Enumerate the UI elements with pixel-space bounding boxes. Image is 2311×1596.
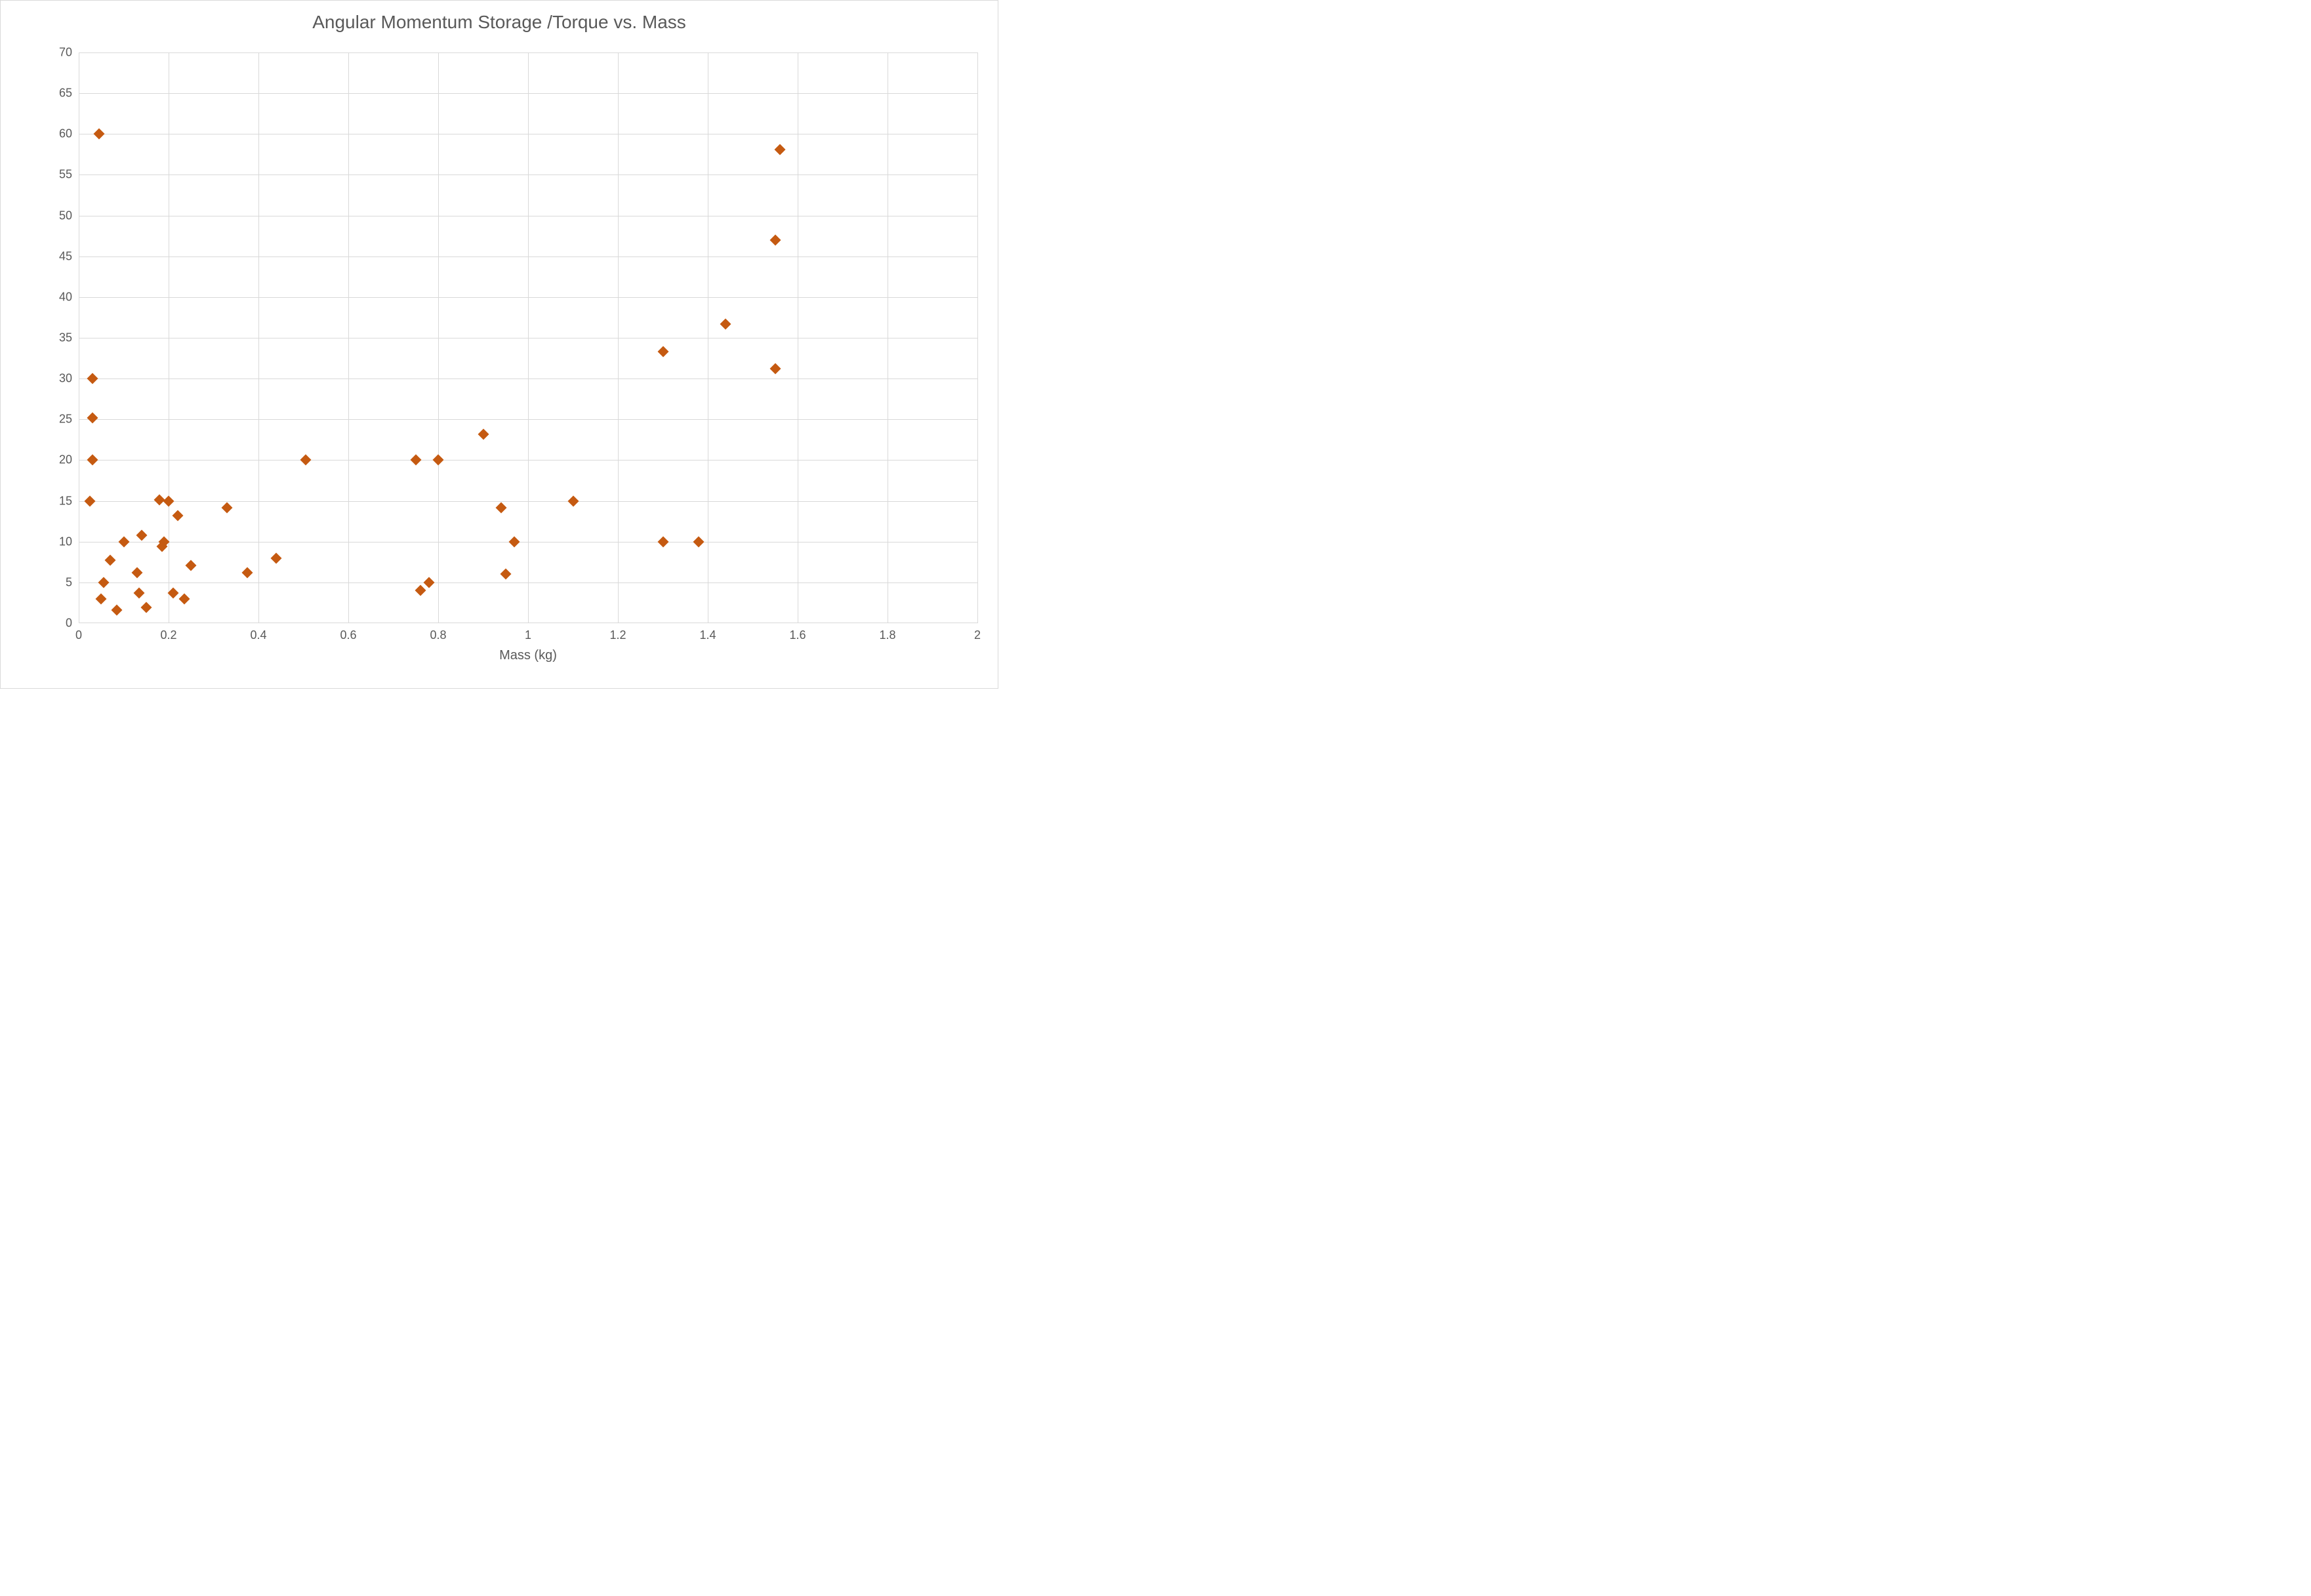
gridline-horizontal <box>79 501 977 502</box>
x-tick-label: 0.2 <box>160 628 176 642</box>
data-point <box>98 577 109 588</box>
data-point <box>87 412 98 423</box>
x-tick-label: 1.2 <box>609 628 626 642</box>
data-point <box>87 373 98 384</box>
data-point <box>241 567 253 578</box>
x-tick-label: 0.6 <box>340 628 356 642</box>
y-tick-label: 20 <box>59 453 72 467</box>
data-point <box>172 510 183 521</box>
x-tick-label: 2 <box>974 628 981 642</box>
data-point <box>118 536 129 547</box>
plot-area <box>79 52 977 623</box>
data-point <box>410 455 421 466</box>
x-tick-label: 1.6 <box>789 628 806 642</box>
data-point <box>186 560 197 571</box>
y-tick-label: 60 <box>59 127 72 141</box>
data-point <box>424 577 435 588</box>
data-point <box>222 502 233 513</box>
y-tick-label: 5 <box>66 575 72 589</box>
data-point <box>104 555 115 566</box>
data-point <box>96 593 107 604</box>
y-tick-label: 55 <box>59 168 72 182</box>
y-tick-label: 10 <box>59 535 72 548</box>
data-point <box>271 552 282 563</box>
data-point <box>774 144 785 155</box>
y-tick-label: 15 <box>59 494 72 508</box>
data-point <box>495 502 506 513</box>
data-point <box>178 593 190 604</box>
y-tick-label: 40 <box>59 290 72 304</box>
scatter-chart: Angular Momentum Storage /Torque vs. Mas… <box>0 0 998 689</box>
data-point <box>657 536 668 547</box>
x-tick-label: 1.4 <box>699 628 716 642</box>
y-tick-label: 0 <box>66 617 72 630</box>
data-point <box>693 536 705 547</box>
x-tick-label: 1.8 <box>879 628 895 642</box>
data-point <box>112 605 123 616</box>
data-point <box>134 588 145 599</box>
y-tick-label: 30 <box>59 372 72 386</box>
x-tick-label: 1 <box>525 628 531 642</box>
x-tick-label: 0.8 <box>430 628 446 642</box>
gridline-horizontal <box>79 256 977 257</box>
y-tick-label: 35 <box>59 331 72 345</box>
data-point <box>509 536 520 547</box>
data-point <box>720 318 731 329</box>
data-point <box>93 129 104 140</box>
chart-title: Angular Momentum Storage /Torque vs. Mas… <box>0 12 998 33</box>
y-tick-label: 45 <box>59 249 72 263</box>
data-point <box>132 567 143 578</box>
data-point <box>415 585 426 596</box>
data-point <box>85 495 96 506</box>
gridline-horizontal <box>79 297 977 298</box>
x-axis-label: Mass (kg) <box>79 648 977 663</box>
gridline-horizontal <box>79 419 977 420</box>
gridline-vertical <box>977 52 978 623</box>
data-point <box>657 346 668 358</box>
data-point <box>769 234 781 245</box>
y-tick-label: 25 <box>59 413 72 426</box>
y-tick-label: 50 <box>59 209 72 222</box>
gridline-horizontal <box>79 52 977 53</box>
gridline-horizontal <box>79 93 977 94</box>
x-tick-label: 0 <box>75 628 82 642</box>
data-point <box>769 363 781 375</box>
x-tick-label: 0.4 <box>250 628 266 642</box>
data-point <box>567 495 579 506</box>
data-point <box>140 602 152 613</box>
data-point <box>87 455 98 466</box>
data-point <box>163 495 174 506</box>
data-point <box>136 529 147 541</box>
data-point <box>300 455 311 466</box>
y-tick-label: 65 <box>59 87 72 100</box>
gridline-horizontal <box>79 174 977 175</box>
data-point <box>500 569 511 580</box>
data-point <box>433 455 444 466</box>
y-tick-label: 70 <box>59 46 72 60</box>
data-point <box>478 428 489 440</box>
